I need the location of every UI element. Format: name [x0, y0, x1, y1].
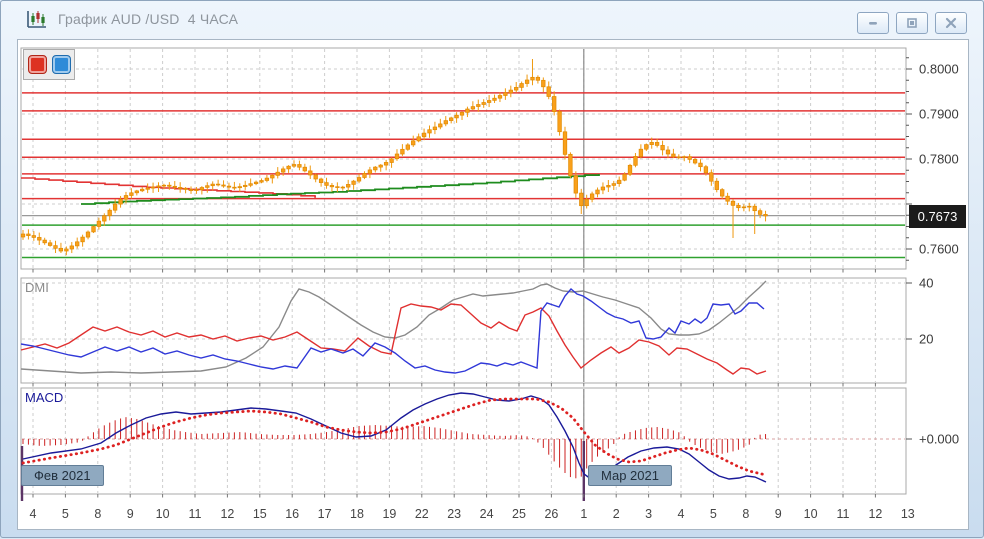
lower-trend-line — [81, 174, 600, 205]
svg-text:8: 8 — [742, 507, 749, 521]
svg-text:25: 25 — [512, 507, 526, 521]
month-badge-feb: Фев 2021 — [21, 465, 104, 486]
svg-text:20: 20 — [919, 332, 933, 347]
svg-text:23: 23 — [447, 507, 461, 521]
svg-text:8: 8 — [94, 507, 101, 521]
current-price-badge: 0.7673 — [909, 205, 966, 228]
svg-text:15: 15 — [253, 507, 267, 521]
svg-text:10: 10 — [804, 507, 818, 521]
svg-text:16: 16 — [285, 507, 299, 521]
svg-text:3: 3 — [645, 507, 652, 521]
svg-text:4: 4 — [30, 507, 37, 521]
macd-pane-label: MACD — [25, 390, 64, 405]
maximize-button[interactable] — [896, 12, 928, 34]
window-titlebar[interactable]: График AUD /USD 4 ЧАСА — [1, 1, 983, 37]
chart-toolbar — [23, 49, 75, 80]
svg-text:18: 18 — [350, 507, 364, 521]
close-button[interactable] — [935, 12, 967, 34]
svg-text:17: 17 — [318, 507, 332, 521]
close-icon — [945, 17, 957, 29]
svg-text:2: 2 — [613, 507, 620, 521]
axis-ticks — [32, 57, 912, 498]
month-badge-mar: Мар 2021 — [588, 465, 672, 486]
svg-text:0.7600: 0.7600 — [919, 242, 959, 257]
macd-signal-line — [21, 397, 768, 477]
svg-text:10: 10 — [156, 507, 170, 521]
red-indicator-button[interactable] — [27, 55, 47, 74]
svg-text:12: 12 — [220, 507, 234, 521]
time-axis-labels: 4 5 8 9 10 11 12 15 16 17 18 19 22 23 24 25 26 1 2 3 4 5 8 9 10 1… — [30, 507, 915, 521]
svg-text:0.8000: 0.8000 — [919, 62, 959, 77]
svg-text:26: 26 — [544, 507, 558, 521]
dmi-minus-di-line — [20, 288, 765, 374]
candlestick-chart-icon — [27, 11, 46, 28]
dmi-pane-label: DMI — [25, 280, 49, 295]
svg-text:12: 12 — [868, 507, 882, 521]
dmi-adx-line — [20, 280, 767, 374]
svg-text:40: 40 — [919, 276, 933, 291]
blue-indicator-button[interactable] — [51, 55, 71, 74]
maximize-icon — [907, 18, 917, 28]
svg-text:+0.000: +0.000 — [919, 432, 959, 447]
svg-text:11: 11 — [837, 507, 850, 521]
window-controls — [857, 12, 967, 34]
svg-text:9: 9 — [775, 507, 782, 521]
axis-labels: 0.8000 0.7900 0.7800 0.7600 40 20 +0.000 — [919, 62, 959, 447]
svg-text:0.7900: 0.7900 — [919, 107, 959, 122]
svg-text:1: 1 — [580, 507, 587, 521]
support-resistance-levels — [22, 92, 905, 259]
svg-text:5: 5 — [710, 507, 717, 521]
svg-text:0.7800: 0.7800 — [919, 152, 959, 167]
macd-histogram — [22, 417, 767, 479]
svg-text:19: 19 — [382, 507, 396, 521]
minimize-button[interactable] — [857, 12, 889, 34]
svg-text:13: 13 — [901, 507, 915, 521]
svg-text:24: 24 — [480, 507, 494, 521]
svg-text:4: 4 — [678, 507, 685, 521]
window-title: График AUD /USD 4 ЧАСА — [58, 11, 239, 27]
svg-text:9: 9 — [127, 507, 134, 521]
dmi-plus-di-line — [20, 303, 767, 375]
macd-main-line — [22, 392, 767, 483]
svg-text:11: 11 — [189, 507, 202, 521]
minimize-icon — [869, 22, 877, 25]
svg-text:22: 22 — [415, 507, 429, 521]
candlestick-series — [20, 59, 768, 256]
svg-text:5: 5 — [62, 507, 69, 521]
